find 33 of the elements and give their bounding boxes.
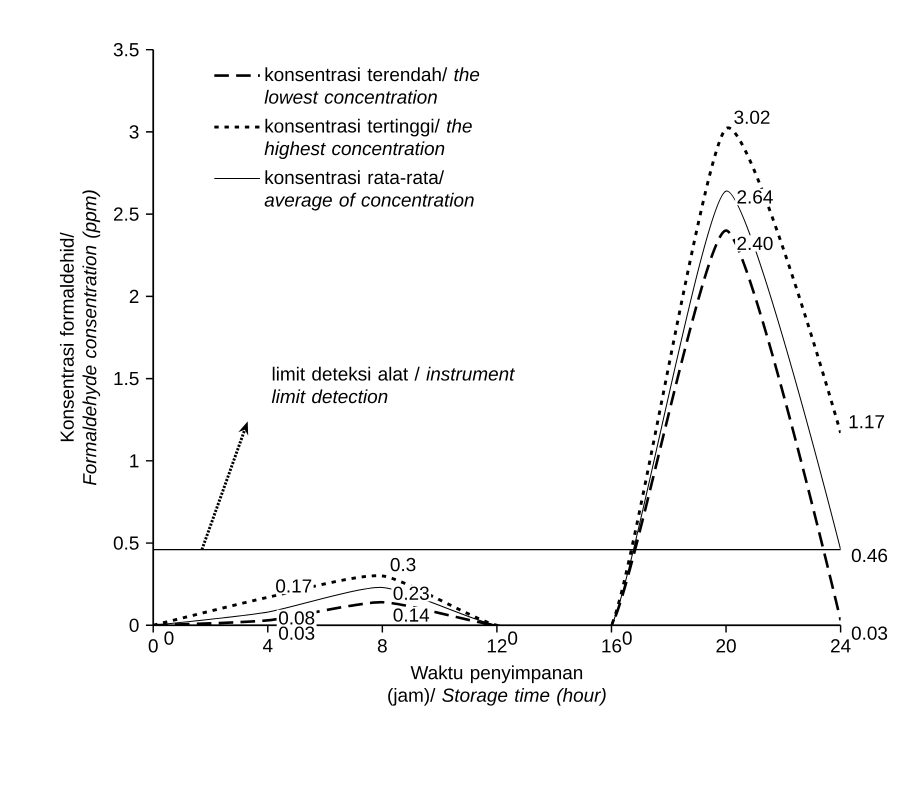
- x-tick-label: 8: [378, 639, 387, 653]
- text: limit deteksi alat / instrument limit detection: [272, 366, 516, 404]
- x-tick-label: 4: [262, 639, 272, 652]
- data-label: 0.08: [278, 611, 314, 625]
- data-label: 3.02: [734, 110, 770, 124]
- y-tick-label: 2.5: [114, 208, 139, 221]
- y-tick-label: 2: [130, 290, 138, 304]
- y-axis-title: Konsentrasi formaldehid/ Formaldehyde consentration (ppm): [60, 190, 100, 486]
- x-tick-label: 20: [716, 639, 736, 653]
- x-tick-label: 0: [148, 639, 158, 653]
- y-tick-label: 3: [130, 125, 139, 139]
- y-tick-label: 0: [130, 618, 139, 632]
- data-label: 0.17: [276, 579, 312, 593]
- y-tick-label: 0.5: [114, 536, 139, 550]
- x-tick-label: 16: [602, 639, 622, 653]
- data-label: 0.03: [852, 626, 888, 640]
- data-label: 2.64: [737, 190, 773, 204]
- legend-label: konsentrasi tertinggi/ the highest concentration: [264, 118, 472, 160]
- x-tick-label: 12: [488, 639, 506, 652]
- data-label: 0.14: [394, 608, 430, 622]
- x-axis-title: Waktu penyimpanan (jam)/ Storage time (hour): [388, 666, 606, 706]
- legend-label: konsentrasi terendah/ the lowest concentration: [264, 67, 480, 104]
- data-label: 0.03: [278, 626, 314, 640]
- x-tick-label: 24: [831, 639, 851, 652]
- data-label: 0.23: [394, 586, 429, 600]
- data-label: 0.46: [852, 548, 888, 562]
- data-label: 1.17: [850, 415, 884, 428]
- y-tick-label: 1: [130, 454, 138, 468]
- y-tick-label: 3.5: [114, 43, 139, 56]
- y-tick-label: 1.5: [114, 372, 139, 386]
- data-label: 2.40: [737, 236, 773, 250]
- legend-label: konsentrasi rata-rata/ average of concentration: [264, 170, 474, 211]
- data-label: 0.3: [390, 558, 416, 572]
